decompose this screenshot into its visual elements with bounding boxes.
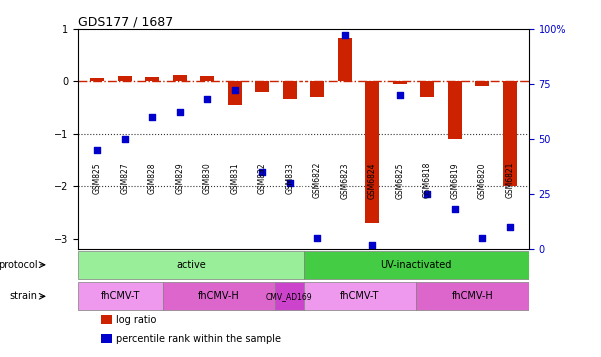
Bar: [475, 81, 489, 86]
FancyBboxPatch shape: [416, 282, 529, 311]
Text: GSM6824: GSM6824: [368, 162, 377, 198]
Point: [120, 136, 130, 142]
Text: GSM6823: GSM6823: [340, 162, 349, 198]
Point: [340, 32, 350, 38]
Point: [423, 191, 432, 197]
Text: CMV_AD169: CMV_AD169: [266, 292, 313, 301]
Point: [93, 147, 102, 153]
Bar: [101, 315, 112, 324]
Text: GSM825: GSM825: [93, 162, 102, 194]
Point: [147, 114, 157, 120]
Point: [395, 92, 404, 97]
Text: GSM6819: GSM6819: [450, 162, 459, 198]
Text: strain: strain: [10, 291, 38, 301]
Point: [367, 242, 377, 247]
Bar: [255, 81, 269, 91]
FancyBboxPatch shape: [78, 282, 163, 311]
Text: log ratio: log ratio: [117, 315, 157, 325]
Point: [230, 87, 240, 93]
Point: [285, 180, 294, 186]
Text: GSM6818: GSM6818: [423, 162, 432, 198]
Text: GSM6825: GSM6825: [395, 162, 404, 198]
Text: fhCMV-T: fhCMV-T: [340, 291, 380, 301]
Text: active: active: [176, 260, 206, 270]
Bar: [201, 76, 214, 81]
Bar: [283, 81, 297, 100]
Text: GDS177 / 1687: GDS177 / 1687: [78, 16, 173, 29]
Point: [175, 110, 185, 115]
FancyBboxPatch shape: [304, 282, 416, 311]
Bar: [228, 81, 242, 105]
Point: [505, 224, 514, 230]
Text: GSM6821: GSM6821: [505, 162, 514, 198]
Text: protocol: protocol: [0, 260, 38, 270]
Text: fhCMV-H: fhCMV-H: [452, 291, 493, 301]
Text: GSM832: GSM832: [258, 162, 267, 194]
Bar: [365, 81, 379, 223]
Point: [257, 169, 267, 175]
Point: [450, 206, 460, 212]
Bar: [91, 79, 104, 81]
Text: GSM827: GSM827: [120, 162, 129, 194]
Bar: [338, 38, 352, 81]
Bar: [393, 81, 406, 84]
Bar: [503, 81, 516, 186]
FancyBboxPatch shape: [78, 251, 304, 279]
Bar: [145, 77, 159, 81]
Text: fhCMV-H: fhCMV-H: [198, 291, 240, 301]
Bar: [448, 81, 462, 139]
Bar: [118, 76, 132, 81]
Text: GSM829: GSM829: [175, 162, 185, 194]
Text: GSM828: GSM828: [148, 162, 157, 193]
Text: GSM833: GSM833: [285, 162, 294, 194]
Bar: [101, 333, 112, 343]
Point: [203, 96, 212, 102]
Point: [313, 235, 322, 241]
Bar: [420, 81, 434, 97]
FancyBboxPatch shape: [304, 251, 529, 279]
Text: percentile rank within the sample: percentile rank within the sample: [117, 333, 281, 343]
Bar: [173, 75, 187, 81]
Text: GSM830: GSM830: [203, 162, 212, 194]
Text: GSM831: GSM831: [230, 162, 239, 194]
Bar: [310, 81, 324, 97]
Point: [477, 235, 487, 241]
Text: GSM6822: GSM6822: [313, 162, 322, 198]
FancyBboxPatch shape: [163, 282, 275, 311]
FancyBboxPatch shape: [275, 282, 304, 311]
Text: GSM6820: GSM6820: [478, 162, 487, 198]
Text: fhCMV-T: fhCMV-T: [101, 291, 140, 301]
Text: UV-inactivated: UV-inactivated: [380, 260, 452, 270]
